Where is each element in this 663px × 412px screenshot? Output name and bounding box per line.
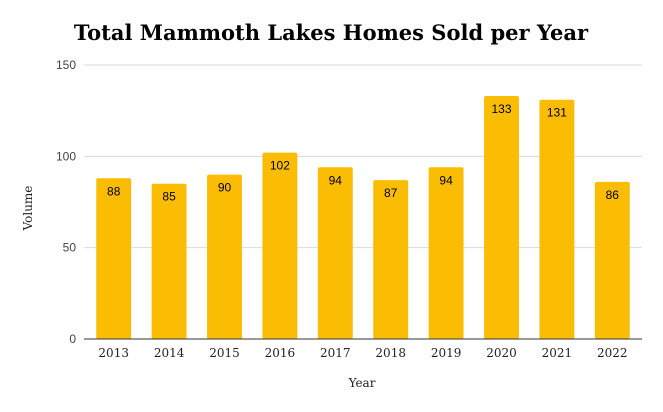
x-tick-label-2014: 2014 — [154, 346, 185, 360]
bar-2015 — [207, 174, 242, 339]
bar-2013 — [96, 178, 132, 339]
y-axis-tick-labels: 0 50 100 150 — [56, 58, 76, 346]
chart-title: Total Mammoth Lakes Homes Sold per Year — [74, 20, 589, 45]
x-tick-label-2015: 2015 — [209, 346, 240, 360]
x-axis-tick-labels: 2013 2014 2015 2016 2017 2018 2019 2020 2021 2022 — [98, 346, 627, 360]
data-label-2015: 90 — [218, 181, 232, 195]
x-axis-title: Year — [348, 376, 376, 390]
data-label-2013: 88 — [107, 184, 121, 198]
bar-2020 — [484, 96, 519, 339]
y-axis-title: Volume — [21, 186, 35, 232]
bar-2016 — [262, 152, 298, 339]
data-label-2022: 86 — [606, 188, 620, 202]
bar-2021 — [539, 99, 575, 339]
data-label-2017: 94 — [329, 173, 343, 187]
bar-2017 — [317, 167, 353, 339]
bar-2019 — [428, 167, 464, 339]
data-label-2021: 131 — [547, 106, 567, 120]
y-tick-label: 0 — [69, 332, 76, 346]
x-tick-label-2013: 2013 — [98, 346, 129, 360]
x-tick-label-2018: 2018 — [375, 346, 406, 360]
x-tick-label-2021: 2021 — [542, 346, 573, 360]
x-tick-label-2017: 2017 — [320, 346, 351, 360]
data-label-2016: 102 — [270, 159, 290, 173]
bar-2014 — [151, 183, 187, 339]
x-tick-label-2019: 2019 — [431, 346, 462, 360]
data-label-2014: 85 — [162, 190, 176, 204]
x-tick-label-2020: 2020 — [486, 346, 517, 360]
data-label-2020: 133 — [491, 102, 511, 116]
bar-2022 — [594, 181, 630, 339]
y-tick-label: 150 — [56, 58, 76, 72]
bar-2018 — [373, 180, 409, 339]
x-tick-label-2016: 2016 — [265, 346, 296, 360]
data-label-2018: 87 — [384, 186, 398, 200]
y-tick-label: 50 — [63, 241, 77, 255]
data-label-2019: 94 — [439, 173, 453, 187]
y-tick-label: 100 — [56, 149, 76, 163]
bars: 88 85 90 102 94 87 94 133 131 86 — [96, 96, 630, 339]
x-tick-label-2022: 2022 — [597, 346, 628, 360]
